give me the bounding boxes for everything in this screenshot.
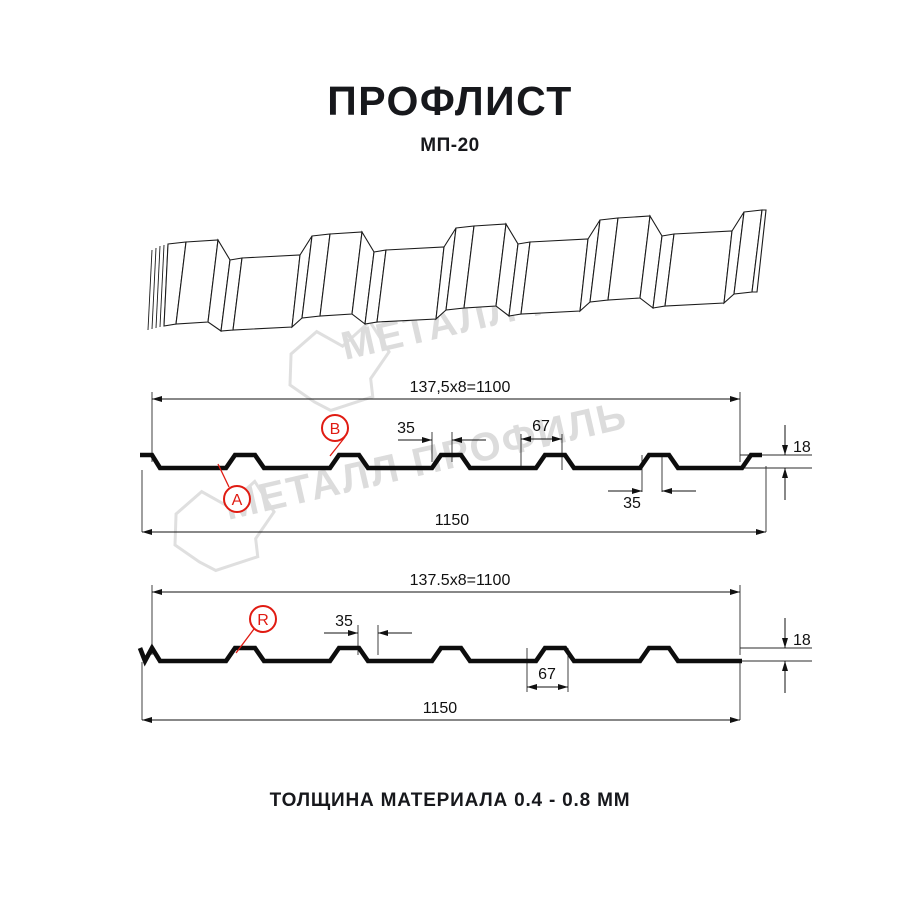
dimension-crest-top-left-label: 35 — [397, 420, 415, 437]
isometric-corrugations — [163, 209, 767, 332]
dimension-height-bottom-label: 18 — [793, 632, 811, 649]
section-view-bottom: 137.5x8=1100 1150 35 — [137, 572, 812, 723]
dimension-pitch-top-label: 137,5x8=1100 — [410, 379, 511, 396]
balloon-a-label: A — [232, 492, 243, 509]
page-title: ПРОФЛИСТ — [327, 78, 573, 124]
page-subtitle: МП-20 — [420, 135, 480, 156]
dimension-pitch-bottom-label: 137.5x8=1100 — [410, 572, 511, 589]
dimension-total-bottom-label: 1150 — [423, 700, 458, 717]
balloon-b-label: B — [330, 421, 341, 438]
dimension-crest-bottom-label: 35 — [335, 613, 353, 630]
dimension-pitch-top: 137,5x8=1100 — [152, 379, 740, 402]
dimension-trough-top: 67 — [520, 418, 563, 470]
dimension-total-bottom: 1150 — [142, 700, 740, 723]
dimension-height-bottom: 18 — [782, 618, 811, 693]
extension-lines-bottom — [141, 585, 812, 720]
watermark-logo-icon — [288, 319, 391, 413]
section-view-top: 137,5x8=1100 1150 35 — [140, 379, 812, 535]
dimension-crest-top-right: 35 — [608, 455, 696, 512]
balloon-r: R — [235, 605, 277, 654]
dimension-height-top-label: 18 — [793, 439, 811, 456]
dimension-trough-bottom: 67 — [526, 648, 569, 692]
balloon-r-label: R — [257, 612, 269, 629]
dimension-trough-top-label: 67 — [532, 418, 550, 435]
dimension-crest-top-right-label: 35 — [623, 495, 641, 512]
profile-section-bottom — [137, 643, 742, 667]
watermark-logo-icon — [173, 479, 276, 573]
balloon-b: B — [321, 414, 349, 457]
dimension-total-top-label: 1150 — [435, 512, 470, 529]
dimension-height-top: 18 — [782, 425, 811, 500]
dimension-crest-top-left: 35 — [397, 420, 486, 462]
dimension-total-top: 1150 — [142, 512, 766, 535]
dimension-trough-bottom-label: 67 — [538, 666, 556, 683]
profile-section-top — [140, 452, 762, 471]
dimension-pitch-bottom: 137.5x8=1100 — [152, 572, 740, 595]
material-thickness-note: ТОЛЩИНА МАТЕРИАЛА 0.4 - 0.8 ММ — [269, 790, 631, 811]
balloon-a: A — [217, 463, 251, 513]
isometric-profile-view — [147, 209, 767, 332]
